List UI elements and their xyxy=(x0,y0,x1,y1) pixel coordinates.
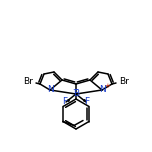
Text: Br: Br xyxy=(119,78,129,86)
Text: F: F xyxy=(85,97,90,107)
Text: N: N xyxy=(47,85,53,95)
Text: N: N xyxy=(99,85,105,95)
Text: B: B xyxy=(73,90,79,98)
Text: +: + xyxy=(104,83,110,89)
Text: Br: Br xyxy=(23,78,33,86)
Text: F: F xyxy=(62,97,67,107)
Text: −: − xyxy=(72,86,78,93)
